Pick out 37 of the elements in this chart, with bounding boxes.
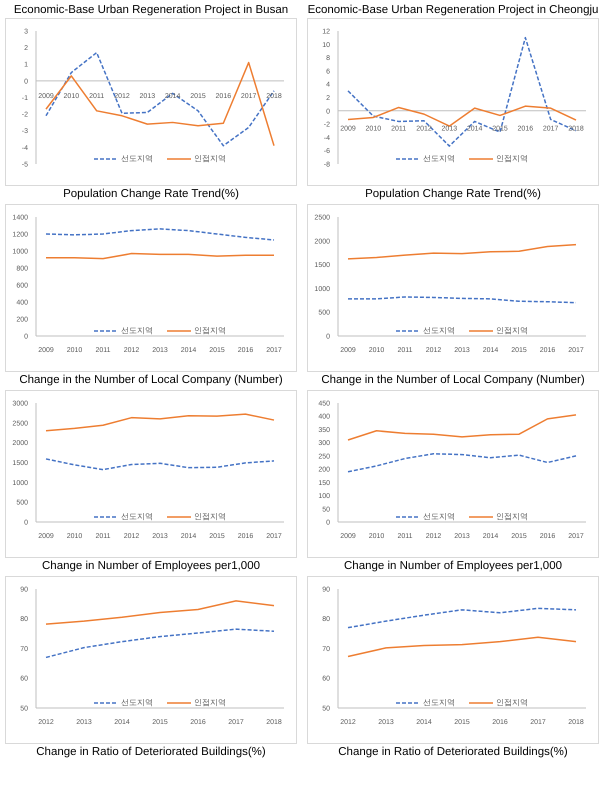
line-series — [347, 453, 577, 473]
line-series — [347, 244, 577, 260]
x-axis-title: Change in Ratio of Deteriorated Buildings(%) — [337, 745, 569, 760]
legend-label: 인접지역 — [193, 511, 226, 522]
legend-label: 선도지역 — [120, 153, 153, 164]
line-series — [347, 608, 577, 628]
line-series — [45, 228, 275, 241]
legend-label: 인접지역 — [495, 325, 528, 336]
legend-label: 선도지역 — [120, 511, 153, 522]
legend-label: 인접지역 — [495, 153, 528, 164]
line-series — [45, 600, 275, 625]
x-axis-title: Population Change Rate Trend(%) — [62, 187, 240, 202]
x-axis-title: Change in the Number of Local Company (Number) — [320, 373, 586, 388]
legend-label: 선도지역 — [120, 697, 153, 708]
legend-label: 선도지역 — [422, 511, 455, 522]
x-axis-title: Change in Number of Employees per1,000 — [41, 559, 261, 574]
line-series — [347, 414, 577, 441]
legend-label: 선도지역 — [422, 697, 455, 708]
legend-label: 인접지역 — [495, 697, 528, 708]
x-axis-title: Change in the Number of Local Company (Number) — [18, 373, 284, 388]
legend-label: 선도지역 — [422, 153, 455, 164]
legend-label: 선도지역 — [422, 325, 455, 336]
x-axis-title: Change in Ratio of Deteriorated Buildings(%) — [35, 745, 267, 760]
legend-label: 인접지역 — [193, 325, 226, 336]
legend-label: 인접지역 — [193, 697, 226, 708]
x-axis-title: Population Change Rate Trend(%) — [364, 187, 542, 202]
line-series — [45, 628, 275, 658]
line-series — [45, 413, 275, 432]
line-series — [347, 105, 577, 127]
chart-title: Economic-Base Urban Regeneration Project in Cheongju — [307, 3, 599, 18]
legend-label: 인접지역 — [193, 153, 226, 164]
legend-label: 인접지역 — [495, 511, 528, 522]
x-axis-title: Change in Number of Employees per1,000 — [343, 559, 563, 574]
legend-label: 선도지역 — [120, 325, 153, 336]
line-series — [45, 458, 275, 470]
chart-title: Economic-Base Urban Regeneration Project in Busan — [12, 3, 290, 18]
line-series — [347, 636, 577, 658]
